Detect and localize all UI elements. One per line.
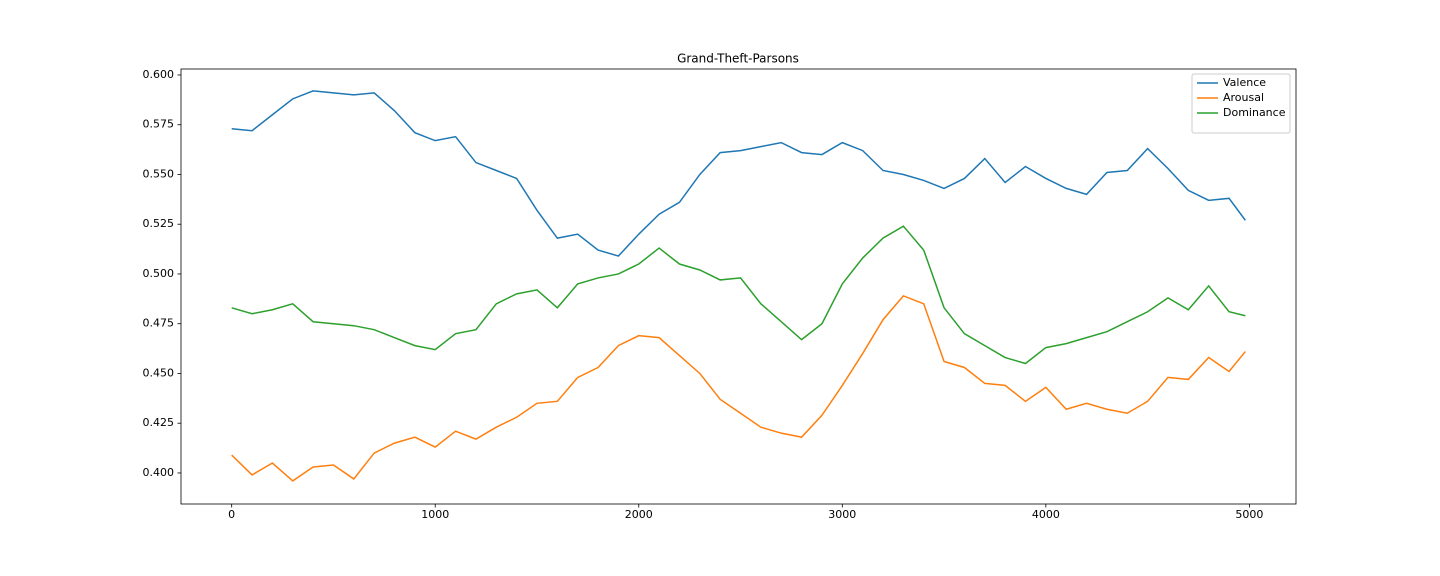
y-tick-label: 0.550 [143,167,175,180]
y-tick-label: 0.475 [143,317,175,330]
x-tick-label: 3000 [828,508,856,521]
series-line [231,225,1246,365]
chart-title: Grand-Theft-Parsons [677,52,799,66]
legend-label: Valence [1223,76,1266,89]
series-line [231,90,1246,257]
x-tick-label: 1000 [421,508,449,521]
legend-label: Arousal [1223,91,1264,104]
series-line [231,294,1246,482]
y-tick-label: 0.575 [143,118,175,131]
y-tick-label: 0.425 [143,416,175,429]
legend-label: Dominance [1223,106,1286,119]
y-tick-label: 0.600 [143,68,175,81]
x-tick-label: 0 [228,508,235,521]
x-tick-label: 5000 [1235,508,1263,521]
y-tick-label: 0.500 [143,267,175,280]
y-tick-label: 0.400 [143,466,175,479]
legend-box [1191,73,1291,134]
y-tick-label: 0.525 [143,217,175,230]
x-tick-label: 2000 [625,508,653,521]
y-tick-label: 0.450 [143,366,175,379]
x-tick-label: 4000 [1032,508,1060,521]
plot-frame [180,68,1297,505]
